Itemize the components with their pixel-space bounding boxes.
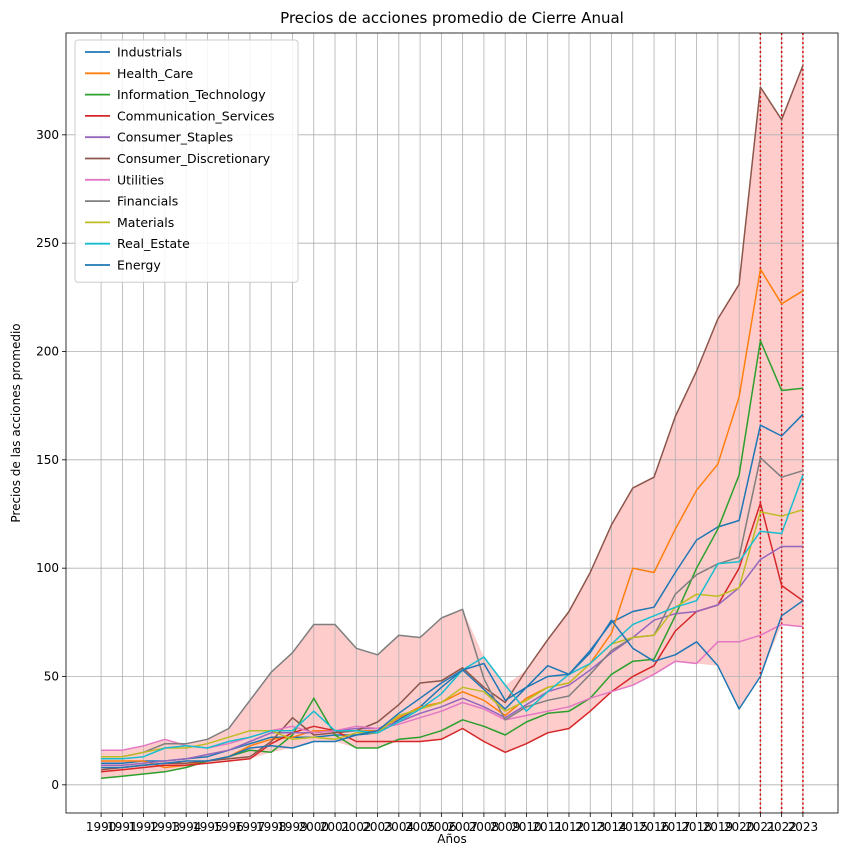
y-tick-label: 100 (36, 561, 59, 575)
shaded-range-band (101, 65, 803, 779)
series-line-financials (101, 456, 804, 758)
x-tick-label: 2011 (532, 820, 563, 834)
legend-entry: Financials (117, 194, 178, 209)
x-axis-label: Años (437, 832, 466, 846)
x-tick-label: 2007 (447, 820, 478, 834)
x-tick-label: 2002 (341, 820, 372, 834)
series-line-communication-services (101, 502, 804, 773)
x-tick-label: 1991 (107, 820, 138, 834)
plot-area: 1990199119921993199419951996199719981999… (36, 32, 839, 834)
x-tick-label: 1998 (256, 820, 287, 834)
y-tick-label: 250 (36, 236, 59, 250)
legend-entry: Consumer_Discretionary (117, 151, 271, 166)
x-tick-label: 1992 (128, 820, 159, 834)
x-tick-label: 1990 (86, 820, 117, 834)
y-tick-label: 0 (51, 778, 59, 792)
x-tick-label: 1996 (213, 820, 244, 834)
x-tick-label: 2005 (405, 820, 436, 834)
x-tick-label: 2021 (745, 820, 776, 834)
legend-entry: Industrials (117, 45, 182, 60)
x-tick-label: 2018 (681, 820, 712, 834)
series-line-real-estate (101, 474, 804, 760)
x-tick-label: 2004 (384, 820, 415, 834)
series-line-consumer-discretionary (101, 65, 804, 771)
x-tick-label: 1997 (235, 820, 266, 834)
chart-title: Precios de acciones promedio de Cierre A… (280, 9, 624, 27)
x-tick-label: 2020 (724, 820, 755, 834)
legend-entry: Materials (117, 215, 174, 230)
x-tick-label: 2023 (788, 820, 819, 834)
x-tick-label: 2000 (298, 820, 329, 834)
legend-entry: Communication_Services (117, 108, 274, 123)
x-tick-label: 2022 (766, 820, 797, 834)
legend: Industrials Health_Care Information_Techno… (74, 39, 299, 283)
y-tick-label: 200 (36, 345, 59, 359)
legend-entry: Energy (117, 258, 161, 273)
y-tick-label: 300 (36, 128, 59, 142)
x-tick-label: 2003 (362, 820, 393, 834)
axes-frame (65, 32, 839, 814)
x-tick-label: 2014 (596, 820, 627, 834)
x-tick-label: 2016 (639, 820, 670, 834)
y-tick-label: 50 (44, 670, 59, 684)
x-tick-label: 2017 (660, 820, 691, 834)
x-tick-label: 1993 (150, 820, 181, 834)
legend-entry: Utilities (117, 172, 164, 187)
legend-entry: Information_Technology (117, 87, 266, 102)
x-tick-label: 2008 (469, 820, 500, 834)
x-tick-label: 2006 (426, 820, 457, 834)
x-tick-label: 1999 (277, 820, 308, 834)
x-tick-label: 1994 (171, 820, 202, 834)
legend-entry: Health_Care (117, 66, 194, 81)
y-axis-label: Precios de las acciones promedio (9, 323, 23, 522)
x-tick-label: 2009 (490, 820, 521, 834)
x-tick-label: 2015 (617, 820, 648, 834)
x-tick-label: 1995 (192, 820, 223, 834)
x-tick-label: 2019 (703, 820, 734, 834)
legend-entry: Consumer_Staples (117, 130, 233, 145)
legend-entry: Real_Estate (117, 236, 190, 251)
series-line-industrials (101, 413, 804, 764)
y-tick-label: 150 (36, 453, 59, 467)
x-tick-label: 2012 (554, 820, 585, 834)
series-line-energy (101, 600, 804, 769)
series-line-materials (101, 508, 804, 758)
x-tick-label: 2013 (575, 820, 606, 834)
x-tick-label: 2010 (511, 820, 542, 834)
series-line-utilities (101, 623, 803, 751)
x-tick-label: 2001 (320, 820, 351, 834)
legend-box (74, 39, 299, 283)
series-line-consumer-staples (101, 545, 803, 767)
